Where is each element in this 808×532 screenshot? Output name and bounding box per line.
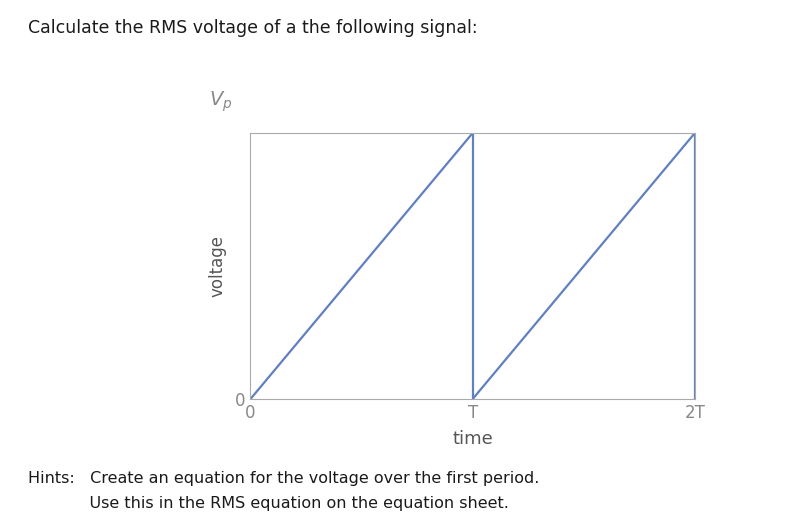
Text: Use this in the RMS equation on the equation sheet.: Use this in the RMS equation on the equa… xyxy=(28,496,509,511)
Y-axis label: voltage: voltage xyxy=(208,235,227,297)
X-axis label: time: time xyxy=(452,430,493,448)
Text: $V_p$: $V_p$ xyxy=(209,90,233,114)
Text: Hints:   Create an equation for the voltage over the first period.: Hints: Create an equation for the voltag… xyxy=(28,471,540,486)
Text: Calculate the RMS voltage of a the following signal:: Calculate the RMS voltage of a the follo… xyxy=(28,19,478,37)
